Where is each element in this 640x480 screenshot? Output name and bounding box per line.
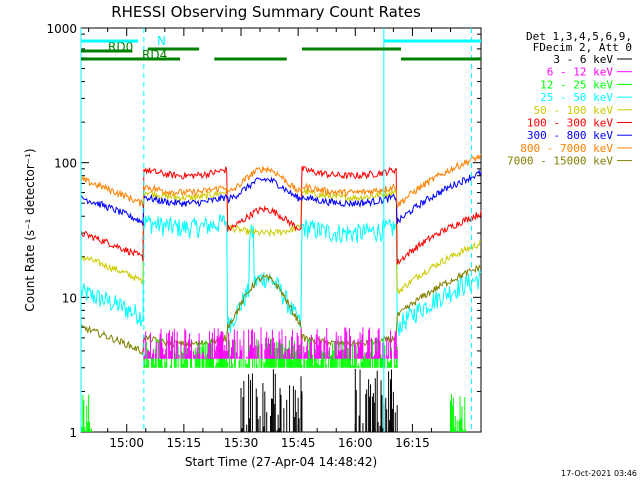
legend-label: 7000 - 15000 keV (507, 155, 613, 168)
series-line-7 (80, 153, 482, 209)
x-tick-label: 15:45 (281, 436, 316, 450)
legend-label: 300 - 800 keV (527, 129, 613, 142)
series-layer (80, 28, 482, 432)
legend-header-1: Det 1,3,4,5,6,9, (526, 30, 632, 43)
series-line-8 (80, 263, 482, 356)
y-axis-label: Count Rate (s⁻¹ detector⁻¹) (23, 148, 37, 311)
legend-label: 12 - 25 keV (540, 78, 613, 91)
series-line-3 (80, 213, 482, 336)
series-line-4 (80, 187, 482, 295)
legend-label: 100 - 300 keV (527, 117, 613, 130)
chart-title: RHESSI Observing Summary Count Rates (111, 3, 421, 21)
flag-label-n: N (157, 34, 166, 48)
legend-label: 800 - 7000 keV (520, 142, 613, 155)
legend-header-2: FDecim 2, Att 0 (533, 41, 632, 54)
legend-label: 25 - 50 keV (540, 91, 613, 104)
y-tick-label: 100 (54, 157, 77, 171)
x-axis-label: Start Time (27-Apr-04 14:48:42) (185, 455, 377, 469)
x-axis-ticks: 15:00 15:15 15:30 15:45 16:00 16:15 (88, 28, 452, 450)
flags-layer: N RD0 RD4 (81, 34, 481, 62)
x-tick-label: 16:00 (338, 436, 373, 450)
legend-label: 3 - 6 keV (553, 53, 613, 66)
x-tick-label: 15:15 (167, 436, 202, 450)
legend-label: 6 - 12 keV (547, 66, 614, 79)
legend: Det 1,3,4,5,6,9, FDecim 2, Att 0 3 - 6 k… (507, 30, 632, 168)
series-line-6 (80, 169, 482, 226)
plot-frame (80, 27, 482, 433)
timestamp: 17-Oct-2021 03:46 (561, 469, 637, 478)
legend-label: 50 - 100 keV (534, 104, 614, 117)
y-axis-ticks: 1 10 100 1000 (46, 22, 481, 440)
x-tick-label: 15:00 (109, 436, 144, 450)
y-tick-label: 10 (62, 291, 77, 305)
y-tick-label: 1 (69, 426, 77, 440)
x-tick-label: 16:15 (395, 436, 430, 450)
series-line-5 (80, 165, 482, 265)
y-tick-label: 1000 (46, 22, 77, 36)
x-tick-label: 15:30 (224, 436, 259, 450)
